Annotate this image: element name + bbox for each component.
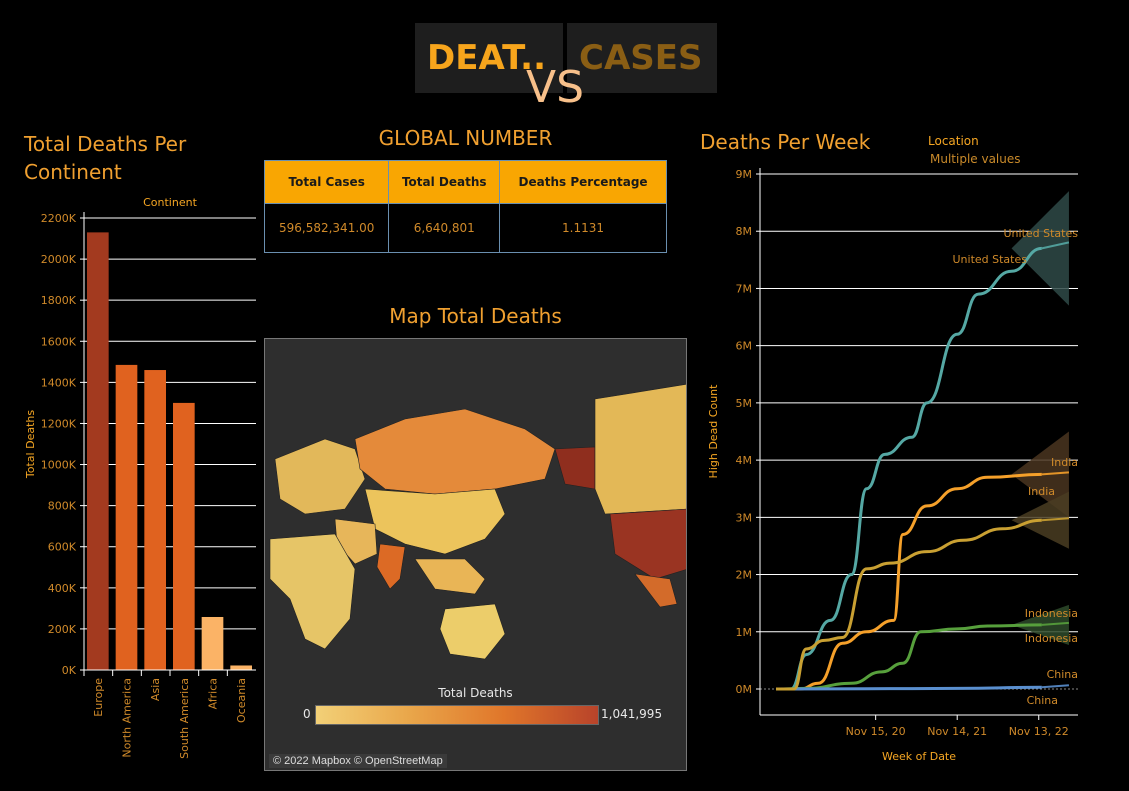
bar-ytick-label: 1600K	[41, 335, 77, 348]
header-total-deaths: Total Deaths	[388, 160, 501, 204]
series-label: China	[1027, 694, 1058, 707]
line-forecast-united-states	[1041, 241, 1070, 250]
global-number-title: GLOBAL NUMBER	[378, 126, 553, 150]
map-russia[interactable]	[354, 408, 556, 495]
line-ytick-label: 2M	[736, 569, 753, 582]
line-series-indonesia[interactable]	[775, 623, 1042, 691]
line-x-axis-title: Week of Date	[882, 750, 956, 763]
line-series-multiple-values[interactable]	[776, 518, 1042, 691]
map-usa[interactable]	[609, 508, 687, 580]
series-label: India	[1028, 485, 1055, 498]
bar-south-america[interactable]	[173, 402, 195, 670]
bar-category-label: Oceania	[235, 678, 248, 723]
line-series-china[interactable]	[775, 685, 1042, 691]
line-ytick-label: 5M	[736, 397, 753, 410]
map-europe[interactable]	[274, 438, 366, 515]
map-copyright[interactable]: © 2022 Mapbox © OpenStreetMap	[269, 754, 447, 768]
line-ytick-label: 0M	[736, 683, 753, 696]
vs-label: VS	[526, 62, 585, 113]
value-total-cases: 596,582,341.00	[263, 203, 390, 253]
line-forecast-china	[1041, 684, 1070, 689]
bar-ytick-label: 1000K	[41, 459, 77, 472]
continent-title-line2: Continent	[24, 160, 122, 184]
map-australia[interactable]	[439, 603, 506, 660]
week-chart-title: Deaths Per Week	[700, 130, 871, 154]
line-ytick-label: 6M	[736, 340, 753, 353]
location-filter-value[interactable]: Multiple values	[930, 152, 1021, 166]
header-total-cases: Total Cases	[263, 160, 390, 204]
map-legend-bar	[315, 705, 599, 725]
bar-ytick-label: 2000K	[41, 253, 77, 266]
bar-ytick-label: 1200K	[41, 417, 77, 430]
continent-chart-title: Total Deaths Per Continent	[24, 130, 186, 186]
line-y-axis-title: High Dead Count	[707, 384, 720, 479]
map-asia[interactable]	[364, 488, 506, 555]
line-ytick-label: 8M	[736, 225, 753, 238]
header-deaths-percentage: Deaths Percentage	[499, 160, 667, 204]
bar-y-axis-title: Total Deaths	[24, 410, 37, 479]
bar-category-label: Europe	[92, 678, 105, 717]
map-canada[interactable]	[594, 384, 687, 515]
line-ytick-label: 1M	[736, 626, 753, 639]
map-legend-min: 0	[303, 707, 311, 721]
location-filter-label: Location	[928, 134, 979, 148]
series-label: Indonesia	[1025, 632, 1078, 645]
map-india[interactable]	[376, 543, 406, 590]
line-xtick-label: Nov 13, 22	[1009, 725, 1069, 738]
line-series-united-states[interactable]	[776, 246, 1043, 691]
line-ytick-label: 9M	[736, 168, 753, 181]
deaths-per-week-chart: 0M 1M 2M 3M 4M 5M 6M 7M 8M 9M High Dead Count Nov 1…	[707, 168, 1079, 763]
bar-asia[interactable]	[144, 370, 166, 670]
line-ytick-label: 7M	[736, 282, 753, 295]
bar-europe[interactable]	[87, 232, 109, 670]
bar-category-label: North America	[121, 678, 134, 758]
bar-ytick-label: 2200K	[41, 212, 77, 225]
map-legend-title: Total Deaths	[438, 686, 513, 700]
world-map[interactable]: Total Deaths 0 1,041,995 © 2022 Mapbox ©…	[264, 338, 687, 771]
bar-ytick-label: 800K	[48, 500, 77, 513]
bar-category-label: Africa	[207, 678, 220, 709]
bar-africa[interactable]	[201, 616, 224, 670]
bar-category-label: Asia	[149, 678, 162, 701]
series-label: United States	[1004, 227, 1079, 240]
bar-ytick-label: 200K	[48, 623, 77, 636]
bar-ytick-label: 0K	[62, 664, 77, 677]
value-total-deaths: 6,640,801	[388, 203, 501, 253]
line-ytick-label: 4M	[736, 454, 753, 467]
line-ytick-label: 3M	[736, 511, 753, 524]
map-alaska[interactable]	[554, 446, 596, 490]
global-number-table: Total Cases Total Deaths Deaths Percenta…	[263, 160, 667, 253]
continent-bar-chart: Continent 0K 200K 400K 600K 800K 1000K 1200K 140…	[24, 196, 256, 759]
series-label: United States	[953, 253, 1028, 266]
map-shapes	[269, 384, 687, 660]
tab-deaths[interactable]: DEAT..	[415, 23, 563, 93]
line-series-india[interactable]	[776, 472, 1042, 691]
line-forecast-indonesia	[1041, 621, 1070, 626]
bar-ytick-label: 1800K	[41, 294, 77, 307]
bar-ytick-label: 600K	[48, 541, 77, 554]
map-southeast-asia[interactable]	[414, 558, 486, 595]
map-africa[interactable]	[269, 533, 356, 650]
continent-title-line1: Total Deaths Per	[24, 132, 187, 156]
tab-cases-label: CASES	[579, 38, 703, 78]
bar-oceania[interactable]	[230, 665, 252, 670]
map-legend-max: 1,041,995	[601, 707, 663, 721]
bar-north-america[interactable]	[115, 364, 138, 670]
series-label: India	[1051, 456, 1078, 469]
line-forecast-multiple-values	[1041, 517, 1070, 522]
series-label: Indonesia	[1025, 607, 1078, 620]
bar-ytick-label: 400K	[48, 582, 77, 595]
bar-ytick-label: 1400K	[41, 376, 77, 389]
value-deaths-percentage: 1.1131	[499, 203, 667, 253]
map-mexico[interactable]	[634, 573, 678, 608]
map-title: Map Total Deaths	[389, 304, 562, 328]
line-xtick-label: Nov 14, 21	[927, 725, 987, 738]
tab-cases[interactable]: CASES	[567, 23, 717, 93]
series-label: China	[1047, 668, 1078, 681]
bar-category-label: South America	[178, 678, 191, 759]
tab-deaths-label: DEAT..	[427, 38, 546, 78]
continent-chart-header: Continent	[143, 196, 197, 209]
line-forecast-india	[1041, 471, 1070, 476]
line-xtick-label: Nov 15, 20	[846, 725, 906, 738]
